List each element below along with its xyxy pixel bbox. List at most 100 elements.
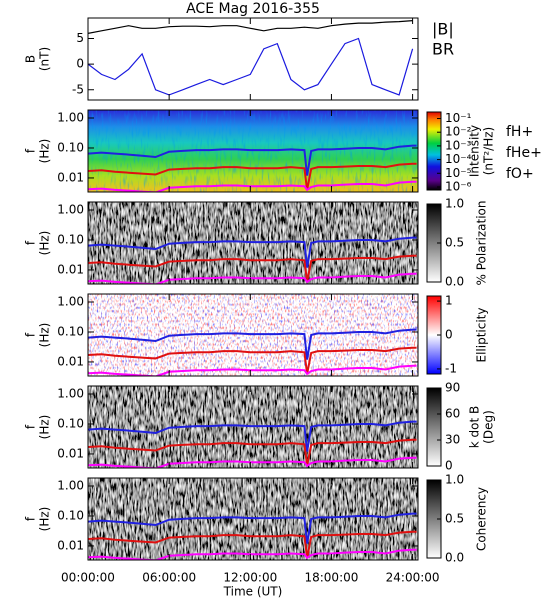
series-line xyxy=(88,180,417,192)
y-axis-label: (Hz) xyxy=(38,507,52,532)
colorbar-tick-label: 0 xyxy=(445,459,453,473)
series-line xyxy=(88,272,417,284)
plot xyxy=(88,294,418,376)
legend-label: fO+ xyxy=(506,166,534,182)
x-tick-label: 18:00:00 xyxy=(304,571,358,585)
y-tick-label: 0 xyxy=(76,57,84,71)
plot-frame xyxy=(87,385,419,469)
plot xyxy=(88,202,418,284)
series-line xyxy=(88,548,417,560)
colorbar-tick-label: 10⁻² xyxy=(445,125,472,139)
series-line xyxy=(88,37,414,96)
colorbar-label: Ellipticity xyxy=(475,308,489,363)
colorbar-tick-label: 0.5 xyxy=(445,236,464,250)
series-line xyxy=(88,346,417,375)
y-tick-label: 5 xyxy=(76,31,84,45)
series-line xyxy=(88,420,417,452)
series-line xyxy=(88,456,417,468)
y-tick-label: 1.00 xyxy=(57,387,84,401)
y-axis-label: (nT) xyxy=(38,47,52,71)
colorbar-tick-label: 0.5 xyxy=(445,512,464,526)
y-tick-label: 0.01 xyxy=(57,170,84,184)
legend-label: BR xyxy=(432,40,454,59)
colorbar-label: (Deg) xyxy=(482,410,496,444)
series-line xyxy=(88,512,417,544)
colorbar-label: % Polarization xyxy=(475,201,489,286)
series-line xyxy=(88,162,417,191)
series-line xyxy=(88,236,417,268)
colorbar-tick-label: -1 xyxy=(445,361,457,375)
y-tick-label: -5 xyxy=(72,82,84,96)
series-line xyxy=(88,438,417,467)
plot xyxy=(88,386,418,468)
colorbar-tick-label: 0 xyxy=(445,328,453,342)
y-tick-label: 1.00 xyxy=(57,111,84,125)
y-axis-label: f xyxy=(24,240,38,245)
series-line xyxy=(88,364,417,376)
colorbar-label: Coherency xyxy=(475,487,489,551)
series-line xyxy=(88,144,417,176)
colorbar-label: k dot B xyxy=(468,406,482,448)
y-axis-label: f xyxy=(24,148,38,153)
y-axis-label: f xyxy=(24,424,38,429)
legend-label: fH+ xyxy=(506,124,533,140)
plot-frame xyxy=(87,293,419,377)
colorbar-tick-label: 1.0 xyxy=(445,473,464,487)
colorbar-tick-label: 0.0 xyxy=(445,275,464,289)
y-axis-label: f xyxy=(24,516,38,521)
colorbar-tick-label: 90 xyxy=(445,381,460,395)
y-axis-label: (Hz) xyxy=(38,415,52,440)
colorbar-tick-label: 10⁻¹ xyxy=(445,111,472,125)
plot-frame xyxy=(87,17,419,101)
y-tick-label: 1.00 xyxy=(57,479,84,493)
y-axis-label: f xyxy=(24,332,38,337)
series-line xyxy=(88,254,417,283)
colorbar xyxy=(426,387,442,467)
y-tick-label: 0.10 xyxy=(57,324,84,338)
y-axis-label: (Hz) xyxy=(38,323,52,348)
plot xyxy=(88,110,418,192)
colorbar-tick-label: 10⁻⁶ xyxy=(445,179,472,193)
colorbar-tick-label: 0.0 xyxy=(445,551,464,565)
colorbar-tick-label: 30 xyxy=(445,433,460,447)
colorbar-tick-label: 10⁻³ xyxy=(445,138,472,152)
y-tick-label: 0.01 xyxy=(57,262,84,276)
y-axis-label: B xyxy=(24,55,38,63)
y-tick-label: 0.10 xyxy=(57,140,84,154)
y-axis-label: (Hz) xyxy=(38,139,52,164)
y-tick-label: 0.01 xyxy=(57,538,84,552)
x-tick-label: 00:00:00 xyxy=(61,571,115,585)
legend-label: |B| xyxy=(432,20,454,39)
plot-frame xyxy=(87,109,419,193)
y-tick-label: 0.10 xyxy=(57,508,84,522)
plot-frame xyxy=(87,201,419,285)
series-line xyxy=(88,530,417,559)
x-tick-label: 24:00:00 xyxy=(386,571,440,585)
y-tick-label: 0.10 xyxy=(57,232,84,246)
chart-title: ACE Mag 2016-355 xyxy=(186,1,320,17)
colorbar-tick-label: 1.0 xyxy=(445,197,464,211)
x-tick-label: 12:00:00 xyxy=(223,571,277,585)
series-line xyxy=(88,20,413,34)
colorbar-tick-label: 60 xyxy=(445,407,460,421)
colorbar-tick-label: 10⁻⁴ xyxy=(445,152,472,166)
y-tick-label: 0.01 xyxy=(57,354,84,368)
plot-frame xyxy=(87,477,419,561)
colorbar-tick-label: 10⁻⁵ xyxy=(445,166,472,180)
plot xyxy=(88,20,414,96)
colorbar xyxy=(426,111,442,191)
x-tick-label: 06:00:00 xyxy=(142,571,196,585)
y-tick-label: 1.00 xyxy=(57,203,84,217)
y-axis-label: (Hz) xyxy=(38,231,52,256)
plot xyxy=(88,478,418,560)
colorbar-label: Intensity xyxy=(468,125,482,177)
y-tick-label: 1.00 xyxy=(57,295,84,309)
y-tick-label: 0.10 xyxy=(57,416,84,430)
y-tick-label: 0.01 xyxy=(57,446,84,460)
colorbar-label: (nT²/Hz) xyxy=(482,127,496,175)
colorbar-tick-label: 1 xyxy=(445,294,453,308)
x-axis-label: Time (UT) xyxy=(223,585,283,599)
legend-label: fHe+ xyxy=(506,145,542,161)
series-line xyxy=(88,328,417,360)
